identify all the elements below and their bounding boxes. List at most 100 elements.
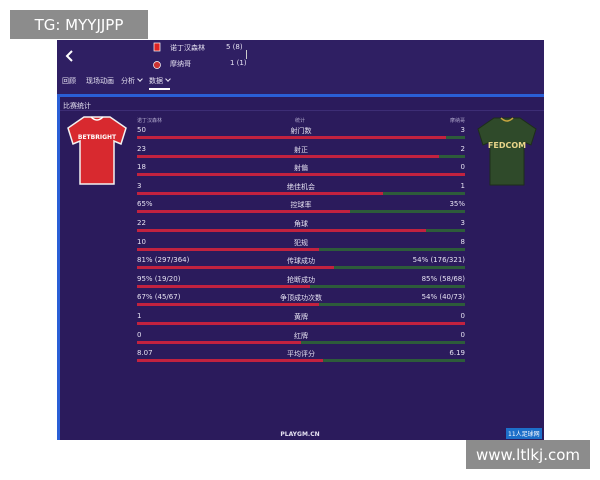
away-value: 0 bbox=[460, 163, 465, 172]
stat-label: 射正 bbox=[294, 145, 308, 154]
stat-row: 95% (19/20) 抢断成功 85% (58/68) bbox=[137, 275, 465, 293]
tab[interactable]: 现场动画 bbox=[86, 77, 114, 85]
home-value: 8.07 bbox=[137, 349, 153, 358]
stat-row: 3 绝佳机会 1 bbox=[137, 182, 465, 200]
score-divider bbox=[246, 50, 247, 59]
home-bar bbox=[137, 173, 465, 177]
home-value: 65% bbox=[137, 200, 153, 209]
stat-label: 绝佳机会 bbox=[287, 182, 315, 191]
stat-label: 平均评分 bbox=[287, 350, 315, 359]
watermark: TG: MYYJJPP bbox=[10, 10, 148, 39]
stat-row: 0 红牌 0 bbox=[137, 331, 465, 349]
away-bar bbox=[438, 154, 465, 158]
sponsor: FEDCOM bbox=[488, 141, 526, 150]
logo: 11人足球网 bbox=[506, 428, 542, 439]
away-score: 1 (1) bbox=[230, 59, 247, 67]
away-bar bbox=[333, 266, 465, 270]
home-bar bbox=[137, 266, 334, 270]
away-jersey: FEDCOM bbox=[477, 117, 537, 186]
away-bar bbox=[310, 284, 465, 288]
top-bar bbox=[57, 40, 544, 95]
sponsor: BETBRIGHT bbox=[78, 134, 117, 141]
home-value: 0 bbox=[137, 330, 142, 339]
home-value: 81% (297/364) bbox=[137, 256, 190, 265]
away-value: 8 bbox=[460, 237, 465, 246]
home-value: 95% (19/20) bbox=[137, 274, 181, 283]
home-value: 3 bbox=[137, 181, 142, 190]
column-header: 诺丁汉森林 bbox=[137, 118, 163, 124]
home-value: 22 bbox=[137, 219, 146, 227]
home-bar bbox=[137, 322, 465, 325]
dropdown-icon bbox=[137, 76, 143, 82]
away-team: 摩纳哥 bbox=[170, 60, 191, 68]
away-value: 85% (58/68) bbox=[421, 274, 465, 283]
tab[interactable]: 分析 bbox=[121, 76, 143, 86]
home-team: 诺丁汉森林 bbox=[170, 44, 205, 52]
dropdown-icon bbox=[165, 76, 171, 82]
section-title: 比赛统计 bbox=[63, 102, 91, 110]
section-divider bbox=[60, 110, 544, 111]
away-bar bbox=[301, 340, 465, 344]
away-bar bbox=[319, 247, 465, 251]
stat-row: 8.07 平均评分 6.19 bbox=[137, 349, 465, 367]
tab[interactable]: 回顾 bbox=[62, 77, 76, 85]
divider bbox=[57, 94, 544, 97]
away-value: 54% (40/73) bbox=[421, 293, 465, 302]
away-bar bbox=[425, 229, 465, 232]
home-value: 23 bbox=[137, 144, 146, 153]
home-bar bbox=[137, 284, 311, 288]
away-bar bbox=[322, 359, 465, 363]
panel bbox=[57, 40, 544, 440]
home-value: 10 bbox=[137, 237, 146, 246]
column-header: 摩纳哥 bbox=[449, 118, 465, 124]
column-header: 统计 bbox=[294, 118, 306, 124]
home-bar bbox=[137, 210, 351, 214]
away-value: 1 bbox=[460, 181, 465, 190]
home-bar bbox=[137, 136, 447, 139]
home-score: 5 (8) bbox=[226, 43, 243, 51]
home-bar bbox=[137, 340, 301, 344]
away-bar bbox=[350, 210, 465, 214]
footer: PLAYGM.CN bbox=[280, 431, 320, 438]
stat-label: 抢断成功 bbox=[287, 275, 315, 284]
away-value: 3 bbox=[460, 219, 465, 227]
away-bar bbox=[383, 191, 465, 195]
home-value: 50 bbox=[137, 126, 146, 134]
stat-label: 控球率 bbox=[290, 201, 312, 210]
tab-label: 数据 bbox=[149, 77, 163, 85]
away-bar bbox=[446, 136, 465, 139]
tab-label: 分析 bbox=[121, 77, 135, 85]
stat-row: 81% (297/364) 传球成功 54% (176/321) bbox=[137, 256, 465, 274]
stat-row: 18 射偏 0 bbox=[137, 163, 465, 181]
stat-row: 22 角球 3 bbox=[137, 219, 465, 237]
side-bar bbox=[57, 97, 60, 440]
home-bar bbox=[137, 154, 439, 158]
stat-row: 50 射门数 3 bbox=[137, 126, 465, 144]
away-value: 54% (176/321) bbox=[412, 256, 465, 265]
home-jersey: BETBRIGHT bbox=[67, 116, 127, 185]
home-value: 18 bbox=[137, 163, 146, 172]
stat-label: 黄牌 bbox=[294, 313, 308, 321]
back-button[interactable] bbox=[63, 48, 77, 64]
stat-label: 犯规 bbox=[294, 238, 308, 247]
home-bar bbox=[137, 359, 323, 363]
away-value: 35% bbox=[449, 200, 465, 209]
home-bar bbox=[137, 229, 426, 232]
stat-row: 23 射正 2 bbox=[137, 145, 465, 163]
home-value: 67% (45/67) bbox=[137, 293, 181, 302]
stat-row: 1 黄牌 0 bbox=[137, 312, 465, 330]
stat-row: 10 犯规 8 bbox=[137, 238, 465, 256]
stat-row: 67% (45/67) 争顶成功次数 54% (40/73) bbox=[137, 293, 465, 311]
away-value: 6.19 bbox=[449, 349, 465, 358]
stat-label: 角球 bbox=[294, 220, 308, 228]
home-value: 1 bbox=[137, 312, 142, 320]
stat-label: 争顶成功次数 bbox=[280, 294, 322, 303]
tab-selected[interactable]: 数据 bbox=[149, 76, 171, 90]
stat-row: 65% 控球率 35% bbox=[137, 200, 465, 218]
team-badges bbox=[153, 42, 161, 69]
away-value: 0 bbox=[460, 330, 465, 339]
stat-label: 传球成功 bbox=[287, 257, 315, 266]
home-bar bbox=[137, 247, 320, 251]
away-value: 0 bbox=[460, 312, 465, 320]
